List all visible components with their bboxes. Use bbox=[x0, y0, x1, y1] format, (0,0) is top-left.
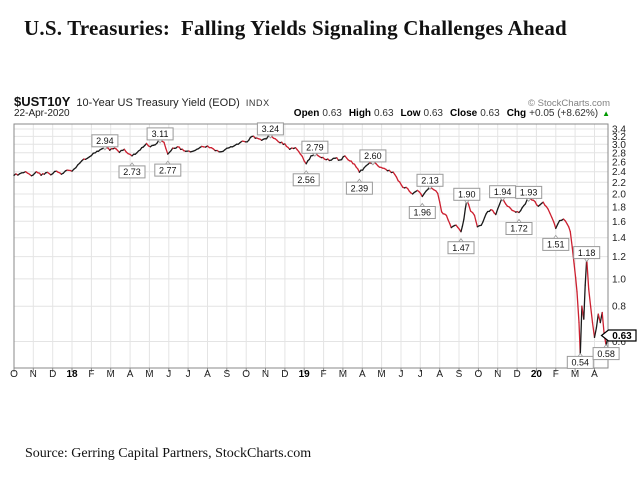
svg-text:F: F bbox=[88, 369, 94, 380]
svg-text:M: M bbox=[571, 369, 579, 380]
svg-text:2.56: 2.56 bbox=[297, 175, 315, 185]
svg-text:M: M bbox=[339, 369, 347, 380]
svg-text:N: N bbox=[494, 369, 501, 380]
svg-text:J: J bbox=[186, 369, 191, 380]
svg-text:2.79: 2.79 bbox=[306, 142, 324, 152]
source-note: Source: Gerring Capital Partners, StockC… bbox=[25, 446, 312, 461]
svg-text:M: M bbox=[145, 369, 153, 380]
svg-text:J: J bbox=[418, 369, 423, 380]
high-label: High bbox=[348, 108, 372, 119]
svg-text:1.90: 1.90 bbox=[458, 190, 476, 200]
svg-text:2.94: 2.94 bbox=[96, 136, 114, 146]
svg-text:3.2: 3.2 bbox=[612, 132, 626, 143]
ohlc-quote-line: Open 0.63 High 0.63 Low 0.63 Close 0.63 … bbox=[294, 108, 610, 119]
svg-text:1.6: 1.6 bbox=[612, 217, 626, 228]
close-label: Close bbox=[449, 108, 478, 119]
chart-header-row1: $UST10Y 10-Year US Treasury Yield (EOD) … bbox=[14, 94, 610, 109]
svg-text:O: O bbox=[475, 369, 483, 380]
svg-text:1.93: 1.93 bbox=[520, 188, 538, 198]
x-axis-labels: O N D 18 F M A M J J A S O N D 19 F M A M J J A S O N D 20 F M A bbox=[10, 368, 598, 380]
svg-text:18: 18 bbox=[66, 369, 78, 380]
ticker-symbol: $UST10Y bbox=[14, 94, 71, 109]
svg-text:2.4: 2.4 bbox=[612, 167, 626, 178]
svg-text:3.4: 3.4 bbox=[612, 125, 626, 136]
svg-text:3.24: 3.24 bbox=[262, 124, 280, 134]
page-title: U.S. Treasuries: Falling Yields Signalin… bbox=[24, 16, 567, 40]
svg-text:2.60: 2.60 bbox=[364, 151, 382, 161]
svg-text:2.8: 2.8 bbox=[612, 148, 626, 159]
svg-text:2.0: 2.0 bbox=[612, 190, 626, 201]
svg-text:20: 20 bbox=[531, 369, 543, 380]
svg-text:A: A bbox=[436, 369, 443, 380]
high-value: 0.63 bbox=[374, 108, 394, 119]
svg-text:D: D bbox=[513, 369, 520, 380]
svg-text:A: A bbox=[204, 369, 211, 380]
svg-text:A: A bbox=[359, 369, 366, 380]
svg-text:D: D bbox=[281, 369, 288, 380]
svg-text:1.18: 1.18 bbox=[578, 248, 596, 258]
svg-text:0.6: 0.6 bbox=[612, 337, 626, 348]
svg-text:N: N bbox=[262, 369, 269, 380]
svg-text:0.8: 0.8 bbox=[612, 302, 626, 313]
svg-text:S: S bbox=[456, 369, 463, 380]
instrument-header: $UST10Y 10-Year US Treasury Yield (EOD) … bbox=[14, 94, 270, 109]
svg-text:1.8: 1.8 bbox=[612, 202, 626, 213]
svg-text:1.2: 1.2 bbox=[612, 252, 626, 263]
up-arrow-icon: ▲ bbox=[602, 109, 610, 118]
svg-text:2.13: 2.13 bbox=[421, 176, 439, 186]
open-label: Open bbox=[293, 108, 320, 119]
chg-label: Chg bbox=[506, 108, 527, 119]
chart-date: 22-Apr-2020 bbox=[14, 108, 70, 119]
svg-text:19: 19 bbox=[299, 369, 311, 380]
low-value: 0.63 bbox=[423, 108, 443, 119]
last-price-tag: 0.63 bbox=[600, 329, 637, 342]
svg-text:M: M bbox=[377, 369, 385, 380]
svg-text:1.51: 1.51 bbox=[547, 240, 565, 250]
svg-text:A: A bbox=[591, 369, 598, 380]
chg-value: +0.05 (+8.62%) bbox=[529, 108, 599, 119]
svg-text:2.73: 2.73 bbox=[123, 167, 141, 177]
svg-text:0.63: 0.63 bbox=[612, 331, 632, 342]
svg-text:1.72: 1.72 bbox=[510, 224, 528, 234]
svg-text:2.6: 2.6 bbox=[612, 157, 626, 168]
svg-text:F: F bbox=[321, 369, 327, 380]
svg-text:D: D bbox=[49, 369, 56, 380]
low-label: Low bbox=[400, 108, 421, 119]
exchange-code: INDX bbox=[245, 98, 270, 108]
svg-text:0.54: 0.54 bbox=[572, 358, 590, 368]
svg-text:1.96: 1.96 bbox=[414, 208, 432, 218]
svg-text:2.39: 2.39 bbox=[351, 183, 369, 193]
svg-text:1.47: 1.47 bbox=[452, 243, 470, 253]
svg-text:O: O bbox=[242, 369, 250, 380]
stockcharts-watermark: © StockCharts.com bbox=[528, 98, 610, 109]
svg-text:J: J bbox=[399, 369, 404, 380]
plot-frame bbox=[13, 123, 609, 369]
svg-text:3.11: 3.11 bbox=[152, 129, 169, 139]
price-line bbox=[13, 134, 609, 356]
svg-text:1.4: 1.4 bbox=[612, 233, 626, 244]
instrument-name: 10-Year US Treasury Yield (EOD) bbox=[76, 97, 240, 109]
svg-text:1.0: 1.0 bbox=[612, 274, 626, 285]
open-value: 0.63 bbox=[322, 108, 342, 119]
chart-header-row2: 22-Apr-2020 Open 0.63 High 0.63 Low 0.63… bbox=[14, 108, 610, 119]
svg-text:M: M bbox=[107, 369, 115, 380]
swing-flags: 2.94 2.73 3.11 2.77 3.24 2.56 2.79 2.39 2.60 1.96… bbox=[91, 122, 620, 369]
svg-text:A: A bbox=[127, 369, 134, 380]
close-value: 0.63 bbox=[480, 108, 500, 119]
svg-text:1.94: 1.94 bbox=[494, 187, 512, 197]
svg-text:N: N bbox=[30, 369, 37, 380]
svg-text:2.2: 2.2 bbox=[612, 178, 626, 189]
svg-text:J: J bbox=[166, 369, 171, 380]
y-axis-labels: 3.43.23.02.82.62.42.22.01.8 1.6 1.4 1.2 1.0 0… bbox=[612, 125, 626, 349]
grid-lines bbox=[14, 124, 608, 368]
svg-text:0.58: 0.58 bbox=[597, 349, 615, 359]
svg-text:F: F bbox=[553, 369, 559, 380]
svg-text:S: S bbox=[223, 369, 230, 380]
svg-text:2.77: 2.77 bbox=[159, 165, 177, 175]
svg-text:3.0: 3.0 bbox=[612, 140, 626, 151]
svg-text:O: O bbox=[10, 369, 18, 380]
